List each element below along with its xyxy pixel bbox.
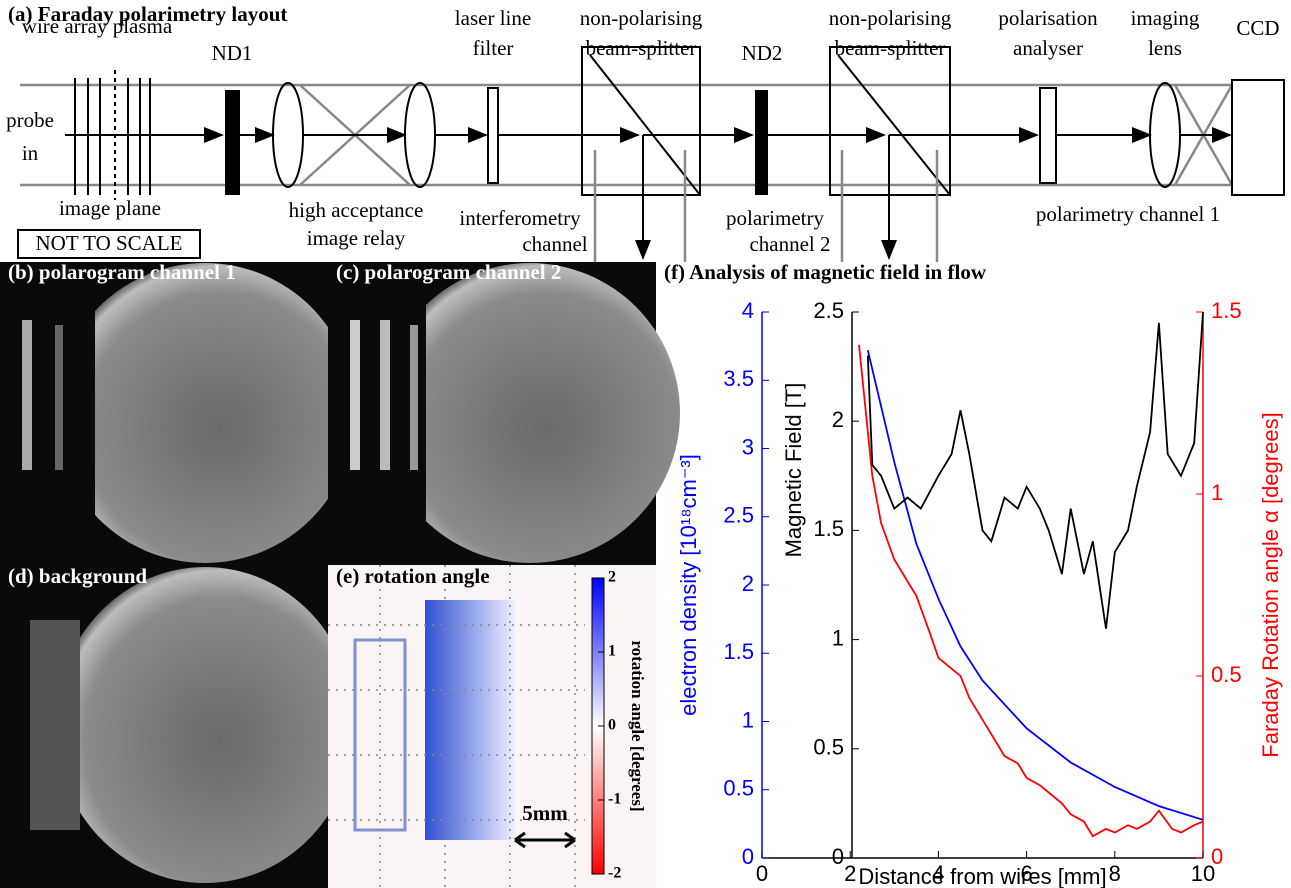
label: in (22, 141, 39, 165)
y-tick-label: 4 (742, 298, 754, 323)
label: polarisation (998, 6, 1098, 30)
y2-tick-label: 0 (1211, 844, 1223, 869)
colorbar-label: rotation angle [degrees] (628, 640, 647, 811)
x-tick-label: 2 (844, 861, 856, 886)
label: beam-splitter (835, 36, 946, 60)
y-axis-label: electron density [10¹⁸cm⁻³] (676, 454, 701, 716)
label: image plane (59, 196, 161, 220)
label: probe (6, 108, 54, 132)
line (858, 344, 1204, 838)
y2-tick-label: 0.5 (1211, 662, 1242, 687)
label: wire array plasma (22, 14, 173, 38)
scale-bar: 5mm (522, 801, 568, 825)
y3-tick-label: 1 (832, 625, 844, 650)
y2-tick-label: 1 (1211, 480, 1223, 505)
x-tick-label: 10 (1191, 861, 1215, 886)
label: channel (522, 232, 587, 256)
label: high acceptance (289, 198, 424, 222)
label: NOT TO SCALE (35, 231, 182, 255)
y-tick-label: 0.5 (723, 776, 754, 801)
label: lens (1148, 36, 1182, 60)
y3-tick-label: 1.5 (813, 516, 844, 541)
y-tick-label: 2.5 (723, 503, 754, 528)
label: ND2 (742, 41, 783, 65)
label: filter (473, 36, 514, 60)
label: analyser (1013, 36, 1083, 60)
label: imaging (1131, 6, 1200, 30)
y-tick-label: 3.5 (723, 366, 754, 391)
panel-title: (d) background (8, 564, 147, 588)
colorbar-tick-label: -1 (608, 791, 621, 808)
y2-axis-label: Faraday Rotation angle α [degrees] (1258, 412, 1283, 757)
panel-title: (a) Faraday polarimetry layout (8, 2, 287, 26)
chart-title: (f) Analysis of magnetic field in flow (664, 260, 987, 284)
label: non-polarising (829, 6, 952, 30)
x-tick-label: 0 (756, 861, 768, 886)
colorbar-tick-label: 0 (608, 717, 616, 734)
y3-tick-label: 0 (832, 844, 844, 869)
x-tick-label: 6 (1020, 861, 1032, 886)
y-tick-label: 0 (742, 844, 754, 869)
label: channel 2 (749, 232, 830, 256)
chart: 0 2 4 6 8 1000.511.522.533.5400.511.522.500.5… (676, 298, 1283, 888)
colorbar-tick-label: 2 (608, 569, 616, 586)
label: laser line (455, 6, 531, 30)
x-tick-label: 8 (1109, 861, 1121, 886)
image-panels: (b) polarogram channel 1 (c) polarogram … (0, 260, 680, 888)
label: interferometry (459, 206, 581, 230)
panel-title: (e) rotation angle (336, 564, 490, 588)
panel-title: (c) polarogram channel 2 (336, 260, 561, 284)
y-tick-label: 3 (742, 434, 754, 459)
y-tick-label: 2 (742, 571, 754, 596)
colorbar-tick-label: 1 (608, 643, 616, 660)
label: image relay (307, 226, 406, 250)
label: non-polarising (580, 6, 703, 30)
label: CCD (1236, 16, 1279, 40)
label: polarimetry channel 1 (1036, 202, 1220, 226)
line (866, 349, 1204, 821)
y-tick-label: 1.5 (723, 639, 754, 664)
x-tick-label: 4 (932, 861, 944, 886)
y3-tick-label: 2.5 (813, 298, 844, 323)
y3-axis-label: Magnetic Field [T] (781, 383, 806, 558)
y2-tick-label: 1.5 (1211, 298, 1242, 323)
colorbar-tick-label: -2 (608, 865, 621, 882)
y-tick-label: 1 (742, 707, 754, 732)
line (866, 311, 1204, 629)
layout-diagram: (a) Faraday polarimetry layout wire arra… (6, 2, 1285, 262)
x-axis-label: Distance from wires [mm] (858, 864, 1106, 888)
label: ND1 (212, 41, 253, 65)
label: beam-splitter (586, 36, 697, 60)
label: polarimetry (726, 206, 824, 230)
panel-title: (b) polarogram channel 1 (8, 260, 236, 284)
y3-tick-label: 0.5 (813, 735, 844, 760)
y3-tick-label: 2 (832, 407, 844, 432)
